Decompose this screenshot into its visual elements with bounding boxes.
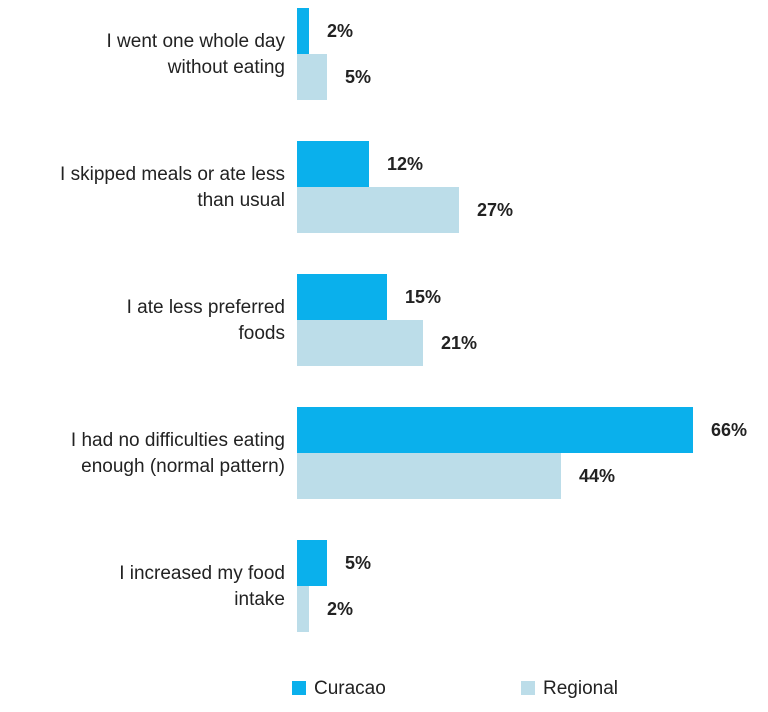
category-label-3: I had no difficulties eating enough (norm… [71, 430, 285, 477]
bar-regional-3 [297, 453, 561, 499]
bar-curacao-0 [297, 8, 309, 54]
value-label-regional-1: 27% [477, 200, 513, 220]
value-label-curacao-0: 2% [327, 21, 353, 41]
bar-regional-4 [297, 586, 309, 632]
category-label-2: I ate less preferred foods [127, 297, 285, 344]
bar-curacao-1 [297, 141, 369, 187]
category-label-line: enough (normal pattern) [81, 456, 285, 477]
legend: Curacao Regional [292, 678, 618, 699]
value-label-regional-3: 44% [579, 466, 615, 486]
category-label-line: I had no difficulties eating [71, 430, 285, 451]
value-label-curacao-2: 15% [405, 287, 441, 307]
value-label-curacao-4: 5% [345, 553, 371, 573]
category-label-line: I went one whole day [106, 31, 285, 52]
category-label-line: I ate less preferred [127, 297, 285, 318]
category-label-0: I went one whole day without eating [106, 31, 285, 78]
category-label-line: without eating [167, 57, 285, 78]
bars-layer [297, 8, 693, 632]
value-label-regional-0: 5% [345, 67, 371, 87]
bar-regional-2 [297, 320, 423, 366]
bar-curacao-4 [297, 540, 327, 586]
value-label-curacao-3: 66% [711, 420, 747, 440]
bar-curacao-2 [297, 274, 387, 320]
value-label-regional-2: 21% [441, 333, 477, 353]
category-label-line: I skipped meals or ate less [60, 164, 285, 185]
bar-regional-1 [297, 187, 459, 233]
category-label-line: I increased my food [119, 563, 285, 584]
legend-label-curacao: Curacao [314, 678, 386, 699]
category-label-line: intake [234, 589, 285, 610]
value-label-curacao-1: 12% [387, 154, 423, 174]
legend-label-regional: Regional [543, 678, 618, 699]
category-label-line: foods [239, 323, 285, 344]
value-label-regional-4: 2% [327, 599, 353, 619]
bar-regional-0 [297, 54, 327, 100]
bar-curacao-3 [297, 407, 693, 453]
legend-swatch-regional [521, 681, 535, 695]
category-label-line: than usual [197, 190, 285, 211]
legend-swatch-curacao [292, 681, 306, 695]
category-label-1: I skipped meals or ate less than usual [60, 164, 285, 211]
category-label-4: I increased my food intake [119, 563, 285, 610]
